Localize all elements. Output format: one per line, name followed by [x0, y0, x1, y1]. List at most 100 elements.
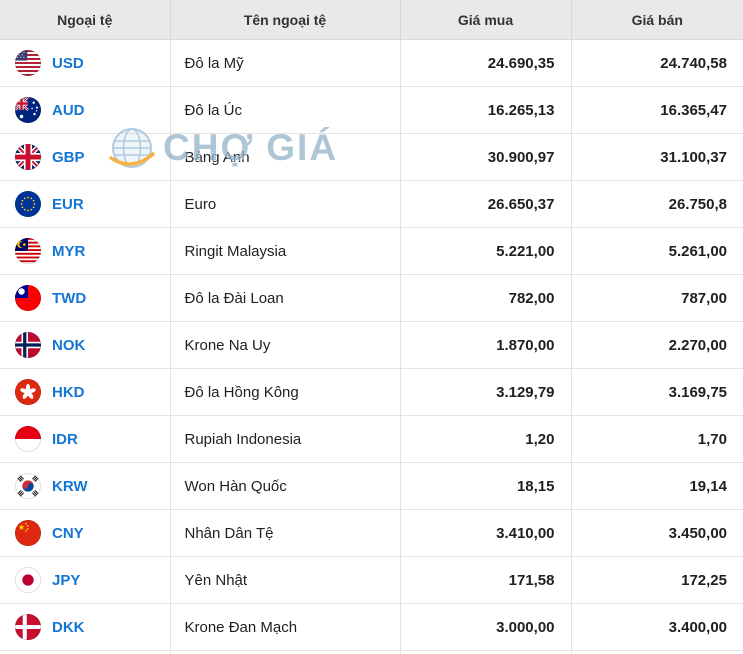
buy-price: 28.000,00 — [399, 650, 572, 654]
us-flag-icon — [15, 50, 41, 76]
currency-name: Yên Nhật — [169, 556, 401, 604]
rate-row-usd: USD Đô la Mỹ 24.690,35 24.740,58 — [0, 39, 743, 87]
currency-code: USD — [52, 54, 84, 72]
rate-row-twd: TWD Đô la Đài Loan 782,00 787,00 — [0, 274, 743, 322]
currency-cell: TWD — [0, 274, 171, 322]
currency-code: DKK — [52, 618, 85, 636]
currency-cell: MYR — [0, 227, 171, 275]
header-currency-name: Tên ngoại tệ — [169, 0, 401, 40]
sell-price: 3.450,00 — [570, 509, 743, 557]
currency-name: Rupiah Indonesia — [169, 415, 401, 463]
currency-code: JPY — [52, 571, 81, 589]
buy-price: 30.900,97 — [399, 133, 572, 181]
gb-flag-icon — [15, 144, 41, 170]
sell-price: 31.100,37 — [570, 133, 743, 181]
currency-name: Franc Thuỵ Sĩ — [169, 650, 401, 654]
rate-row-dkk: DKK Krone Đan Mạch 3.000,00 3.400,00 — [0, 603, 743, 651]
hk-flag-icon — [15, 379, 41, 405]
buy-price: 1.870,00 — [399, 321, 572, 369]
buy-price: 3.000,00 — [399, 603, 572, 651]
rate-row-jpy: JPY Yên Nhật 171,58 172,25 — [0, 556, 743, 604]
currency-cell: KRW — [0, 462, 171, 510]
buy-price: 18,15 — [399, 462, 572, 510]
currency-code: EUR — [52, 195, 84, 213]
currency-name: Won Hàn Quốc — [169, 462, 401, 510]
sell-price: 26.750,8 — [570, 180, 743, 228]
sell-price: 3.169,75 — [570, 368, 743, 416]
rate-row-aud: AUD Đô la Úc 16.265,13 16.365,47 — [0, 86, 743, 134]
currency-cell: AUD — [0, 86, 171, 134]
currency-name: Đô la Hồng Kông — [169, 368, 401, 416]
currency-name: Ringit Malaysia — [169, 227, 401, 275]
currency-cell: IDR — [0, 415, 171, 463]
currency-code: TWD — [52, 289, 87, 307]
currency-cell: HKD — [0, 368, 171, 416]
buy-price: 171,58 — [399, 556, 572, 604]
header-row: Ngoại tệ Tên ngoại tệ Giá mua Giá bán — [0, 0, 743, 40]
sell-price: 787,00 — [570, 274, 743, 322]
rate-row-gbp: GBP Bảng Anh 30.900,97 31.100,37 — [0, 133, 743, 181]
jp-flag-icon — [15, 567, 41, 593]
buy-price: 3.129,79 — [399, 368, 572, 416]
header-buy-price: Giá mua — [399, 0, 572, 40]
buy-price: 26.650,37 — [399, 180, 572, 228]
currency-name: Bảng Anh — [169, 133, 401, 181]
rate-row-myr: MYR Ringit Malaysia 5.221,00 5.261,00 — [0, 227, 743, 275]
no-flag-icon — [15, 332, 41, 358]
currency-code: KRW — [52, 477, 88, 495]
buy-price: 782,00 — [399, 274, 572, 322]
buy-price: 1,20 — [399, 415, 572, 463]
cn-flag-icon — [15, 520, 41, 546]
currency-code: HKD — [52, 383, 85, 401]
sell-price: 19,14 — [570, 462, 743, 510]
sell-price: 24.740,58 — [570, 39, 743, 87]
header-currency: Ngoại tệ — [0, 0, 171, 40]
header-sell-price: Giá bán — [570, 0, 743, 40]
currency-code: AUD — [52, 101, 85, 119]
buy-price: 3.410,00 — [399, 509, 572, 557]
rate-row-hkd: HKD Đô la Hồng Kông 3.129,79 3.169,75 — [0, 368, 743, 416]
currency-cell: GBP — [0, 133, 171, 181]
currency-code: IDR — [52, 430, 78, 448]
currency-name: Đô la Mỹ — [169, 39, 401, 87]
buy-price: 24.690,35 — [399, 39, 572, 87]
currency-cell: DKK — [0, 603, 171, 651]
currency-code: GBP — [52, 148, 85, 166]
currency-code: NOK — [52, 336, 86, 354]
currency-cell: USD — [0, 39, 171, 87]
currency-cell: CHF — [0, 650, 171, 654]
currency-code: CNY — [52, 524, 84, 542]
my-flag-icon — [15, 238, 41, 264]
currency-name: Đô la Đài Loan — [169, 274, 401, 322]
sell-price: 16.365,47 — [570, 86, 743, 134]
eu-flag-icon — [15, 191, 41, 217]
currency-name: Krone Đan Mạch — [169, 603, 401, 651]
kr-flag-icon — [15, 473, 41, 499]
rate-row-nok: NOK Krone Na Uy 1.870,00 2.270,00 — [0, 321, 743, 369]
au-flag-icon — [15, 97, 41, 123]
currency-cell: NOK — [0, 321, 171, 369]
currency-cell: CNY — [0, 509, 171, 557]
sell-price: 172,25 — [570, 556, 743, 604]
currency-cell: JPY — [0, 556, 171, 604]
sell-price: 28.150,00 — [570, 650, 743, 654]
rate-row-krw: KRW Won Hàn Quốc 18,15 19,14 — [0, 462, 743, 510]
buy-price: 16.265,13 — [399, 86, 572, 134]
currency-name: Euro — [169, 180, 401, 228]
rate-row-eur: EUR Euro 26.650,37 26.750,8 — [0, 180, 743, 228]
sell-price: 2.270,00 — [570, 321, 743, 369]
tw-flag-icon — [15, 285, 41, 311]
id-flag-icon — [15, 426, 41, 452]
currency-name: Krone Na Uy — [169, 321, 401, 369]
rate-row-idr: IDR Rupiah Indonesia 1,20 1,70 — [0, 415, 743, 463]
sell-price: 1,70 — [570, 415, 743, 463]
rates-table-body: USD Đô la Mỹ 24.690,35 24.740,58 AUD Đô la Úc… — [0, 39, 743, 654]
buy-price: 5.221,00 — [399, 227, 572, 275]
sell-price: 5.261,00 — [570, 227, 743, 275]
sell-price: 3.400,00 — [570, 603, 743, 651]
currency-code: MYR — [52, 242, 86, 260]
dk-flag-icon — [15, 614, 41, 640]
currency-cell: EUR — [0, 180, 171, 228]
